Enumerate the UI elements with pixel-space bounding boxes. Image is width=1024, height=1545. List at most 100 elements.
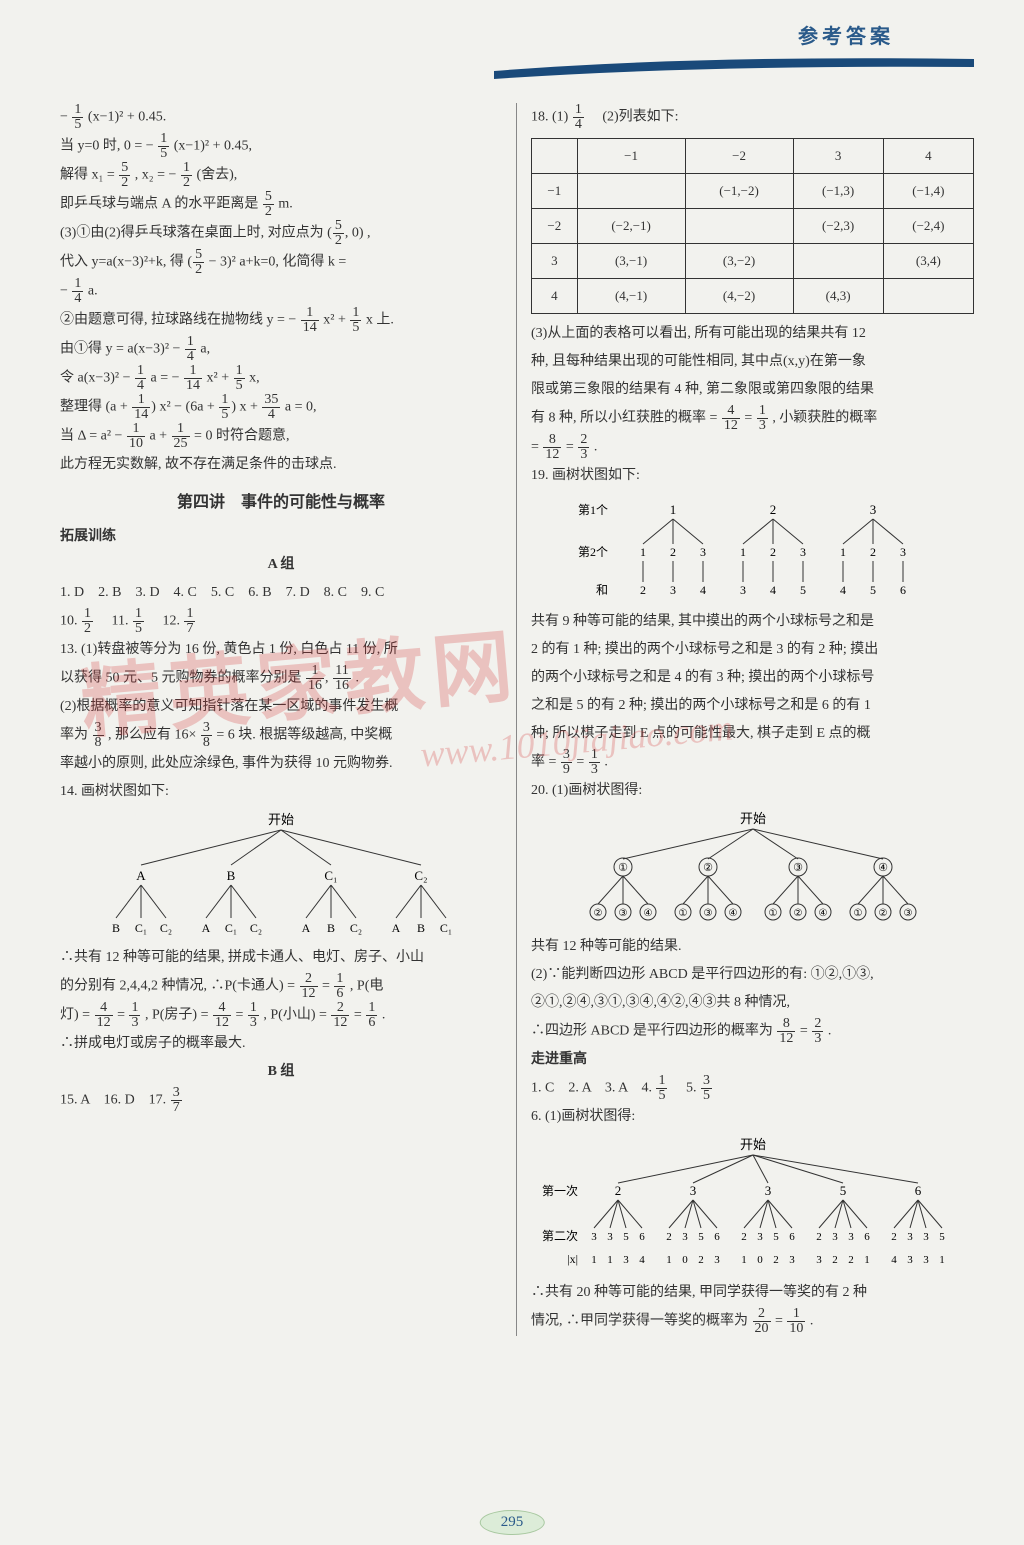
expr-line: 代入 y=a(x−3)²+k, 得 (52 − 3)² a+k=0, 化简得 k… — [60, 248, 502, 277]
text: 5. — [672, 1081, 700, 1096]
svg-text:2: 2 — [816, 1231, 822, 1243]
svg-text:3: 3 — [670, 583, 676, 597]
svg-text:6: 6 — [714, 1231, 720, 1243]
header-swoosh — [60, 53, 974, 83]
svg-text:2: 2 — [670, 545, 676, 559]
q13-line: 以获得 50 元、5 元购物券的概率分别是 116, 1116 . — [60, 664, 502, 693]
svg-text:A: A — [392, 921, 401, 935]
table-cell: (3,4) — [883, 244, 973, 279]
svg-text:4: 4 — [639, 1254, 645, 1266]
table-cell: (3,−2) — [685, 244, 793, 279]
table-row: −2(−2,−1)(−2,3)(−2,4) — [532, 209, 974, 244]
text: = — [531, 440, 542, 455]
q18-line: = 812 = 23 . — [531, 433, 974, 462]
q18-line: 种, 且每种结果出现的可能性相同, 其中点(x,y)在第一象 — [531, 348, 974, 376]
table-cell: (−1,−2) — [685, 174, 793, 209]
svg-text:2: 2 — [832, 1254, 838, 1266]
svg-text:5: 5 — [839, 1183, 846, 1198]
text: , 小颖获胜的概率 — [772, 411, 877, 426]
svg-text:1: 1 — [607, 1254, 613, 1266]
svg-text:A: A — [202, 921, 211, 935]
svg-text:2: 2 — [770, 545, 776, 559]
svg-text:C₂: C₂ — [414, 868, 427, 883]
table-cell: (−1,4) — [883, 174, 973, 209]
text: 11. — [98, 614, 132, 629]
tree-19: 第1个 第2个 和 112233421324353142536 — [553, 494, 953, 604]
svg-text:②: ② — [703, 862, 713, 874]
svg-text:0: 0 — [682, 1254, 688, 1266]
svg-text:1: 1 — [640, 545, 646, 559]
header-title: 参考答案 — [798, 26, 894, 48]
table-header: 4 — [883, 139, 973, 174]
q6-line: 情况, ∴甲同学获得一等奖的概率为 220 = 110 . — [531, 1307, 974, 1336]
text: x² + — [207, 371, 233, 386]
svg-text:3: 3 — [689, 1183, 696, 1198]
q19-line: 之和是 5 的有 2 种; 摸出的两个小球标号之和是 6 的有 1 — [531, 692, 974, 720]
text: . — [382, 1008, 386, 1023]
svg-text:④: ④ — [878, 862, 888, 874]
svg-text:1: 1 — [591, 1254, 597, 1266]
text: 当 y=0 时, 0 = − — [60, 139, 157, 154]
table-row: −1(−1,−2)(−1,3)(−1,4) — [532, 174, 974, 209]
q20-label: 20. (1)画树状图得: — [531, 777, 974, 805]
svg-text:第一次: 第一次 — [541, 1184, 577, 1198]
expr-line: 令 a(x−3)² − 14 a = − 114 x² + 15 x, — [60, 364, 502, 393]
svg-text:5: 5 — [623, 1231, 629, 1243]
text: − — [60, 110, 71, 125]
table-header — [532, 139, 578, 174]
svg-text:3: 3 — [591, 1231, 597, 1243]
q13-line: 率越小的原则, 此处应涂绿色, 事件为获得 10 元购物券. — [60, 750, 502, 778]
table-row: 3(3,−1)(3,−2)(3,4) — [532, 244, 974, 279]
table-cell: −2 — [532, 209, 578, 244]
table-cell — [883, 279, 973, 314]
svg-text:B: B — [417, 921, 425, 935]
q19-line: 种; 所以棋子走到 E 点的可能性最大, 棋子走到 E 点的概 — [531, 720, 974, 748]
svg-text:第1个: 第1个 — [577, 503, 607, 517]
text: 情况, ∴甲同学获得一等奖的概率为 — [531, 1314, 752, 1329]
q13-line: (2)根据概率的意义可知指针落在某一区域的事件发生概 — [60, 693, 502, 721]
text: 由①得 y = a(x−3)² − — [60, 342, 184, 357]
svg-text:3: 3 — [740, 583, 746, 597]
expr-line: 当 Δ = a² − 110 a + 125 = 0 时符合题意, — [60, 422, 502, 451]
svg-text:5: 5 — [939, 1231, 945, 1243]
answers-row: 1. D 2. B 3. D 4. C 5. C 6. B 7. D 8. C … — [60, 579, 502, 607]
text: , P(小山) = — [263, 1008, 330, 1023]
q14-line: 灯) = 412 = 13 , P(房子) = 412 = 13 , P(小山)… — [60, 1001, 502, 1030]
svg-text:④: ④ — [818, 908, 827, 919]
svg-text:1: 1 — [740, 545, 746, 559]
svg-text:开始: 开始 — [739, 1137, 765, 1152]
text: 当 Δ = a² − — [60, 429, 126, 444]
text: x² + — [323, 313, 349, 328]
text: (x−1)² + 0.45. — [88, 110, 166, 125]
svg-text:1: 1 — [840, 545, 846, 559]
svg-text:②: ② — [593, 908, 602, 919]
expr-line: 整理得 (a + 114) x² − (6a + 15) x + 354 a =… — [60, 393, 502, 422]
page-number: 295 — [480, 1510, 545, 1535]
section-title: 第四讲 事件的可能性与概率 — [60, 487, 502, 519]
text: x² − — [159, 400, 182, 415]
svg-text:3: 3 — [789, 1254, 795, 1266]
text: 的分别有 2,4,4,2 种情况, ∴P(卡通人) = — [60, 979, 299, 994]
text: 即乒乓球与端点 A 的水平距离是 — [60, 197, 262, 212]
text: a = − — [151, 371, 184, 386]
svg-text:②: ② — [878, 908, 887, 919]
svg-text:6: 6 — [900, 583, 906, 597]
text: 令 a(x−3)² − — [60, 371, 134, 386]
expr-line: ②由题意可得, 拉球路线在抛物线 y = − 114 x² + 15 x 上. — [60, 306, 502, 335]
svg-text:C₁: C₁ — [324, 868, 337, 883]
svg-text:4: 4 — [840, 583, 846, 597]
text: a + — [149, 429, 170, 444]
text: , P(电 — [350, 979, 383, 994]
svg-text:开始: 开始 — [739, 811, 765, 826]
svg-text:③: ③ — [903, 908, 912, 919]
tree-6: 开始 第一次 第二次 |x| 2313153643213052633213052… — [538, 1135, 968, 1275]
svg-text:2: 2 — [614, 1183, 621, 1198]
svg-text:5: 5 — [870, 583, 876, 597]
answers-row: 1. C 2. A 3. A 4. 15 5. 35 — [531, 1074, 974, 1103]
table-cell: (−2,4) — [883, 209, 973, 244]
text: x 上. — [366, 313, 394, 328]
svg-text:④: ④ — [728, 908, 737, 919]
svg-text:3: 3 — [816, 1254, 822, 1266]
svg-text:C₂: C₂ — [350, 921, 362, 935]
tree-20: 开始 ①②③④②①③④③①②④④①②③ — [543, 809, 963, 929]
